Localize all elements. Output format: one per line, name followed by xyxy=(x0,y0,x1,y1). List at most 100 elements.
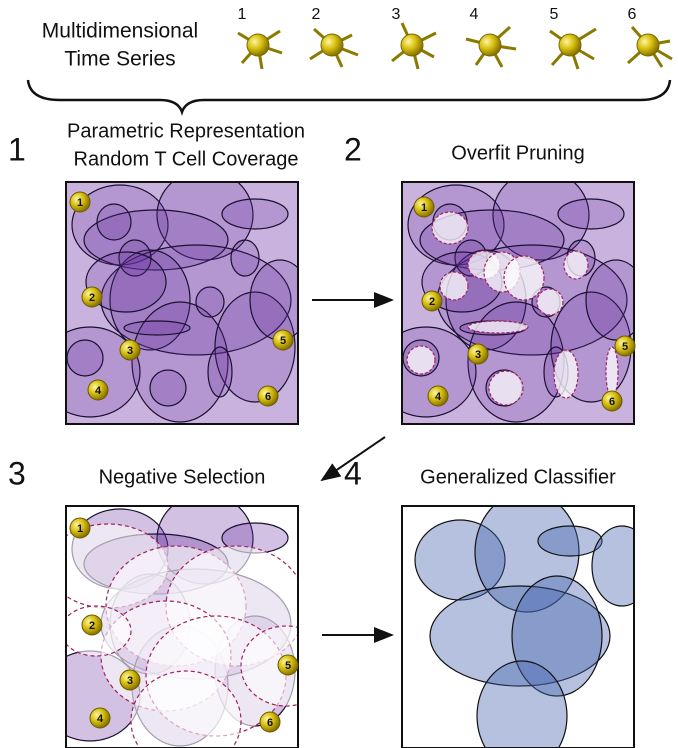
point xyxy=(614,335,636,357)
pruned-cell xyxy=(439,271,469,301)
pruned-cell xyxy=(553,349,579,399)
point xyxy=(81,286,103,308)
cell xyxy=(492,182,590,261)
step-title: Overfit Pruning xyxy=(451,142,584,164)
cell xyxy=(557,198,625,230)
cell xyxy=(474,506,580,613)
point xyxy=(69,517,91,539)
step-title: Random T Cell Coverage xyxy=(74,148,299,170)
step-number: 1 xyxy=(8,131,26,167)
glyph xyxy=(320,33,344,57)
point-label: 6 xyxy=(265,391,271,403)
point-label: 6 xyxy=(267,717,273,729)
cell xyxy=(96,203,132,241)
point-label: 4 xyxy=(97,713,104,725)
pruned-cell xyxy=(536,288,564,316)
series-label: 3 xyxy=(392,6,401,23)
point xyxy=(89,707,111,729)
pruned-cell xyxy=(431,211,469,245)
series-label: 5 xyxy=(550,6,559,23)
pruned-cell xyxy=(467,320,529,334)
arrow xyxy=(320,436,386,482)
pruned-cell xyxy=(503,255,545,301)
cell xyxy=(195,286,225,318)
step-title: Generalized Classifier xyxy=(420,466,616,488)
glyph xyxy=(636,33,660,57)
point xyxy=(272,329,294,351)
series-label: 4 xyxy=(470,6,479,23)
cell xyxy=(214,291,296,403)
point xyxy=(259,711,281,733)
point xyxy=(601,390,623,412)
point-label: 1 xyxy=(77,197,83,209)
pruned-cell xyxy=(605,346,619,398)
pruned-cell xyxy=(406,345,436,375)
point-label: 5 xyxy=(622,341,628,353)
cell xyxy=(156,182,254,261)
point-label: 5 xyxy=(280,335,286,347)
cell xyxy=(66,339,104,377)
cell xyxy=(207,346,233,398)
panel-shapes xyxy=(66,182,298,424)
step-title: Negative Selection xyxy=(99,466,266,488)
point xyxy=(413,196,435,218)
cell xyxy=(230,239,260,277)
point-label: 2 xyxy=(89,292,95,304)
point-label: 4 xyxy=(435,391,442,403)
brace xyxy=(26,79,672,116)
header-title: Time Series xyxy=(64,48,175,71)
panel-border xyxy=(401,505,635,748)
step-number: 2 xyxy=(344,131,362,167)
point-label: 5 xyxy=(285,660,291,672)
cell xyxy=(85,251,167,313)
cell xyxy=(429,585,611,687)
point xyxy=(421,290,443,312)
point xyxy=(427,385,449,407)
point-label: 1 xyxy=(421,202,427,214)
glyph xyxy=(478,33,502,57)
point xyxy=(277,654,299,676)
point xyxy=(257,385,279,407)
step-number: 3 xyxy=(8,455,26,491)
series-label: 2 xyxy=(312,6,321,23)
point-label: 4 xyxy=(95,385,102,397)
cell xyxy=(537,525,603,557)
cell xyxy=(123,320,191,336)
point-label: 2 xyxy=(429,296,435,308)
pruned-cell xyxy=(563,250,589,280)
point xyxy=(467,343,489,365)
step-title: Parametric Representation xyxy=(67,120,305,142)
cell xyxy=(249,259,298,341)
glyph xyxy=(400,33,424,57)
point xyxy=(119,669,141,691)
panel: 1 2 3 4 5 6 xyxy=(401,181,636,425)
panel-border xyxy=(65,505,299,748)
pruned-cell xyxy=(488,370,524,406)
point-label: 3 xyxy=(127,675,133,687)
glyph xyxy=(246,33,270,57)
point-label: 6 xyxy=(609,396,615,408)
cell xyxy=(585,259,634,341)
panel: 1 2 3 4 5 6 xyxy=(65,505,299,748)
cell xyxy=(591,525,634,607)
header-title: Multidimensional xyxy=(42,20,198,43)
step-number: 4 xyxy=(344,455,362,491)
cell xyxy=(83,209,229,271)
cell xyxy=(149,369,187,407)
cell xyxy=(131,301,229,423)
cell xyxy=(414,519,506,601)
point xyxy=(87,379,109,401)
point-label: 3 xyxy=(127,345,133,357)
point-label: 2 xyxy=(89,620,95,632)
point xyxy=(119,339,141,361)
panel-shapes xyxy=(66,506,298,748)
point-label: 1 xyxy=(77,523,83,535)
self-region xyxy=(240,625,298,707)
cell xyxy=(511,575,603,697)
panel xyxy=(401,505,635,748)
cell xyxy=(476,660,568,748)
point xyxy=(69,191,91,213)
point-label: 3 xyxy=(475,349,481,361)
